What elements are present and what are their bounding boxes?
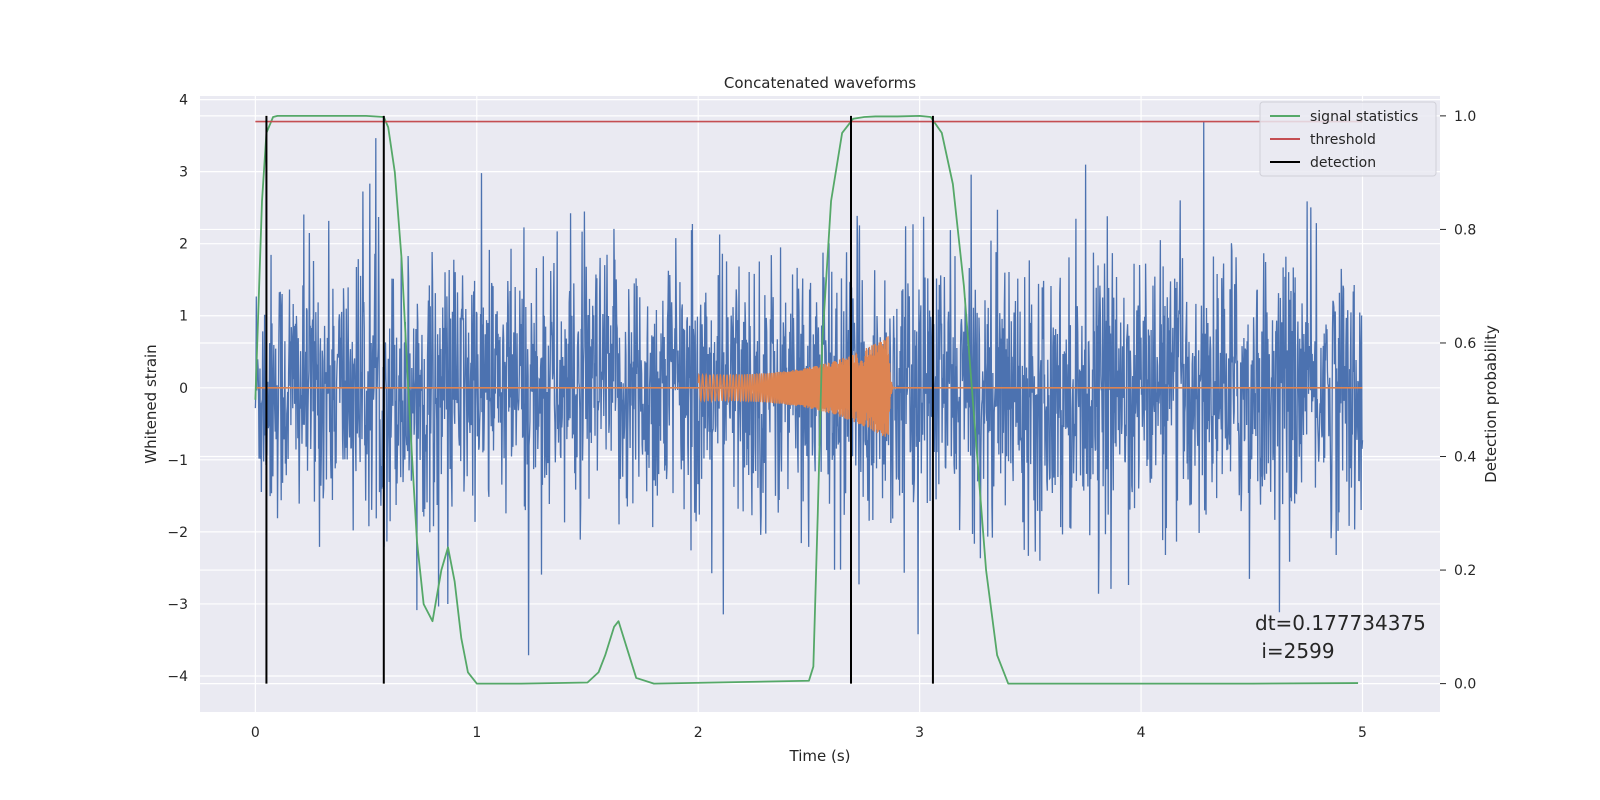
y-tick-label-right: 0.0 bbox=[1454, 677, 1476, 693]
y-tick-label-left: 0 bbox=[179, 381, 188, 397]
y-tick-label-right: 0.4 bbox=[1454, 450, 1476, 466]
x-tick-label: 0 bbox=[251, 725, 260, 741]
y-tick-label-left: −3 bbox=[167, 597, 188, 613]
x-tick-label: 4 bbox=[1137, 725, 1146, 741]
legend-box bbox=[1259, 101, 1437, 177]
x-tick-label: 1 bbox=[472, 725, 481, 741]
tick-layer: 0 1 2 3 4 5 4 3 2 1 0 −1 −2 −3 −4 1.0 0.8 0.6 0.4 0.2 0.0 bbox=[167, 93, 1476, 741]
y-tick-label-right: 0.6 bbox=[1454, 336, 1476, 352]
data-layer bbox=[254, 114, 1364, 685]
legend: signal statistics threshold detection bbox=[1259, 101, 1437, 177]
annotation: dt=0.177734375 i=2599 bbox=[1255, 611, 1426, 663]
y-tick-label-left: 3 bbox=[179, 165, 188, 181]
chart-title: Concatenated waveforms bbox=[724, 74, 916, 92]
y-tick-label-left: 1 bbox=[179, 309, 188, 325]
x-tick-label: 3 bbox=[915, 725, 924, 741]
y-tick-label-left: 2 bbox=[179, 237, 188, 253]
y-tick-label-left: −4 bbox=[167, 669, 188, 685]
x-tick-label: 5 bbox=[1358, 725, 1367, 741]
legend-label-threshold: threshold bbox=[1310, 132, 1376, 148]
annotation-i: i=2599 bbox=[1255, 639, 1335, 663]
legend-label-detection: detection bbox=[1310, 155, 1376, 171]
annotation-dt: dt=0.177734375 bbox=[1255, 611, 1426, 635]
y-tick-label-left: −2 bbox=[167, 525, 188, 541]
y-axis-label-right: Detection probability bbox=[1482, 325, 1500, 483]
y-tick-label-left: 4 bbox=[179, 93, 188, 109]
series-signal-statistics bbox=[254, 114, 1359, 685]
y-tick-label-right: 0.2 bbox=[1454, 563, 1476, 579]
y-axis-label-left: Whitened strain bbox=[142, 344, 160, 463]
y-tick-label-left: −1 bbox=[167, 453, 188, 469]
y-tick-label-right: 1.0 bbox=[1454, 109, 1476, 125]
x-tick-label: 2 bbox=[694, 725, 703, 741]
series-strain-noise bbox=[254, 121, 1364, 656]
x-axis-label: Time (s) bbox=[789, 747, 851, 765]
legend-label-signal-statistics: signal statistics bbox=[1310, 109, 1418, 125]
y-tick-label-right: 0.8 bbox=[1454, 222, 1476, 238]
series-chirp bbox=[697, 336, 894, 437]
